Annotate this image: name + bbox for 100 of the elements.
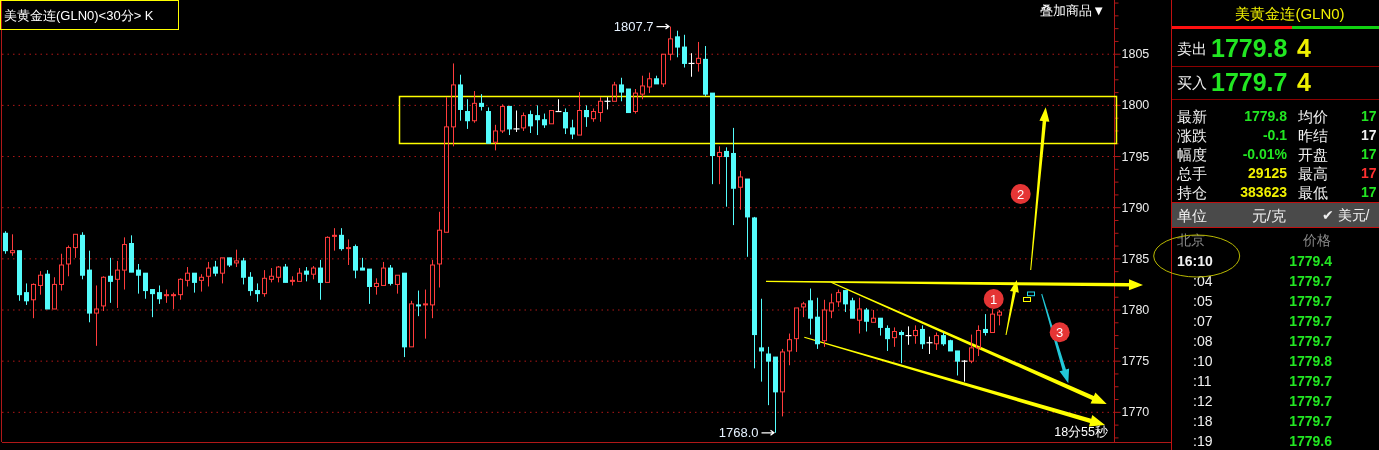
y-tick-label: 1785	[1121, 251, 1150, 266]
candlestick	[332, 227, 337, 252]
candlestick	[913, 324, 918, 345]
text: :12	[1193, 393, 1213, 409]
candlestick	[535, 104, 540, 136]
text: 持仓	[1177, 183, 1207, 201]
text: 16:10	[1177, 253, 1214, 269]
candlestick	[38, 270, 43, 296]
candlestick	[598, 96, 603, 123]
annotation: 叠加商品▼	[1040, 2, 1105, 18]
text: 1779.7	[1289, 413, 1333, 429]
text: 1779.6	[1289, 433, 1333, 449]
text: 1779.7	[1289, 293, 1333, 309]
candlestick	[416, 290, 421, 317]
y-tick-label: 1795	[1121, 149, 1150, 164]
text: :18	[1193, 413, 1213, 429]
candlestick	[717, 145, 722, 185]
candlestick	[682, 34, 687, 69]
candlestick	[122, 236, 127, 291]
candlestick	[696, 41, 701, 73]
candlestick	[472, 90, 477, 124]
y-tick-label: 1805	[1121, 47, 1150, 62]
candlestick	[724, 146, 729, 208]
candlestick	[94, 284, 99, 347]
text: 最高	[1298, 164, 1328, 182]
text: 昨结	[1298, 126, 1328, 144]
text: :19	[1193, 433, 1213, 449]
candlestick	[892, 326, 897, 348]
candlestick	[150, 289, 155, 318]
candlestick	[955, 350, 960, 376]
candlestick	[507, 105, 512, 136]
candlestick	[570, 119, 575, 140]
candlestick	[885, 324, 890, 352]
text: 17	[1361, 184, 1377, 200]
y-tick-label: 1775	[1121, 354, 1150, 369]
candlestick	[619, 77, 624, 102]
candlestick	[374, 277, 379, 296]
candlestick	[437, 211, 442, 288]
candlestick	[199, 273, 204, 293]
candlestick	[388, 264, 393, 286]
candlestick	[920, 324, 925, 350]
text: :11	[1193, 373, 1212, 389]
candlestick	[262, 269, 267, 298]
candlestick	[31, 283, 36, 319]
candlestick	[584, 104, 589, 128]
text: 29125	[1248, 165, 1288, 181]
text: :10	[1193, 353, 1213, 369]
text: 幅度	[1177, 145, 1207, 163]
text: :07	[1193, 313, 1213, 329]
candlestick	[178, 278, 183, 301]
candlestick	[423, 289, 428, 340]
text: 1779.7	[1289, 333, 1333, 349]
text: 1779.4	[1289, 253, 1333, 269]
text: 1779.7	[1211, 68, 1288, 96]
candlestick	[675, 30, 680, 58]
text: 1779.8	[1244, 108, 1288, 124]
text: ✔ 美元/	[1322, 207, 1370, 223]
text: 4	[1297, 68, 1311, 96]
candlestick	[339, 227, 344, 252]
text: 1779.7	[1289, 273, 1333, 289]
candlestick	[983, 313, 988, 337]
text: 卖出	[1177, 39, 1207, 57]
candlestick	[808, 288, 813, 336]
candlestick	[857, 297, 862, 335]
candlestick	[759, 298, 764, 383]
text: 17	[1361, 127, 1377, 143]
candlestick	[843, 290, 848, 313]
annotation: 2	[1017, 187, 1025, 202]
text: 美黄金连(GLN0)	[1235, 4, 1345, 22]
candlestick	[822, 299, 827, 348]
candlestick	[318, 259, 323, 301]
text: :08	[1193, 333, 1213, 349]
text: 17	[1361, 108, 1377, 124]
text: :04	[1193, 273, 1213, 289]
text: 17	[1361, 165, 1377, 181]
y-tick-label: 1800	[1121, 98, 1150, 113]
candlestick	[136, 263, 141, 295]
text: 1779.7	[1289, 373, 1333, 389]
candlestick	[465, 98, 470, 130]
candlestick	[591, 107, 596, 123]
text: 1779.7	[1289, 393, 1333, 409]
text: 17	[1361, 146, 1377, 162]
y-tick-label: 1790	[1121, 200, 1150, 215]
text: 美黄金连(GLN0)<30分> K	[4, 7, 154, 23]
annotation: 3	[1056, 325, 1064, 341]
candlestick	[24, 282, 29, 306]
y-tick-label: 1780	[1121, 303, 1150, 318]
candlestick	[346, 238, 351, 266]
candlestick	[850, 297, 855, 319]
candlestick	[3, 230, 8, 255]
annotation: 18分55秒	[1054, 425, 1108, 439]
candlestick	[59, 253, 64, 292]
candlestick	[528, 110, 533, 134]
text: 1779.7	[1289, 313, 1333, 329]
annotation: 1807.7	[613, 19, 654, 35]
annotation: 1768.0	[718, 425, 759, 441]
text: 价格	[1302, 232, 1331, 248]
text: 单位	[1177, 206, 1207, 224]
candlestick	[255, 282, 260, 303]
text: 总手	[1176, 164, 1207, 182]
